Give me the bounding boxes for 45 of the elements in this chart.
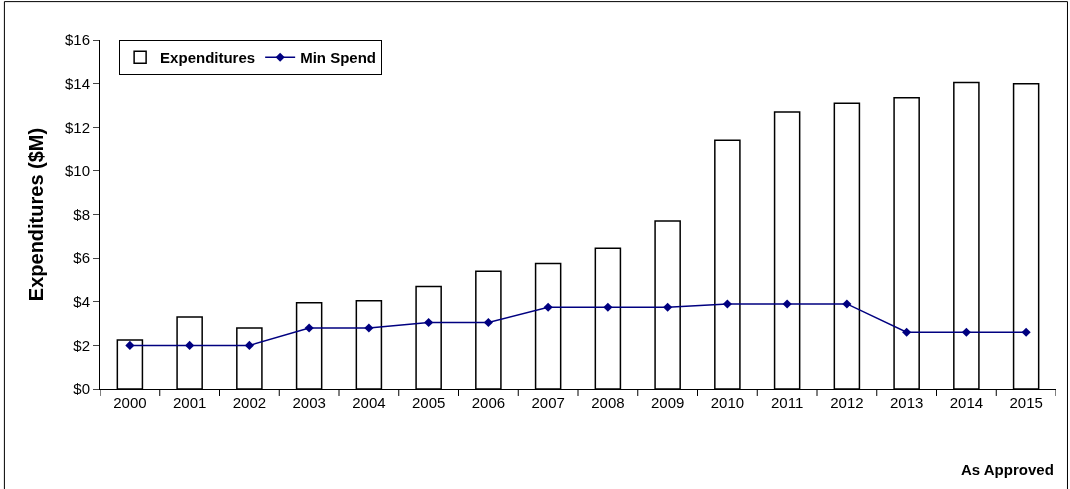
point [125,340,135,350]
point [424,317,434,328]
x-tick-label: 2009 [650,394,685,411]
point [483,317,493,328]
x-tick-label: 2011 [771,394,804,411]
y-tick-label: $10 [64,162,90,180]
y-tick-label: $6 [73,249,90,267]
x-tick-label: 2002 [232,394,267,411]
x-tick-label: 2000 [113,394,147,411]
point [244,340,254,350]
point [902,327,912,337]
x-tick-label: 2006 [471,394,506,411]
point [185,340,195,350]
y-tick-label: $0 [73,380,90,398]
y-tick-label: $8 [73,205,90,223]
point [543,302,553,312]
x-tick-label: 2014 [949,394,984,411]
y-tick-label: $16 [64,31,90,49]
point [961,327,971,337]
x-tick-label: 2013 [889,394,924,411]
legend-label: Expenditures [160,49,256,67]
point [782,299,792,309]
x-tick-label: 2008 [591,394,625,411]
y-tick-label: $2 [73,336,90,354]
point [1021,327,1031,337]
point [364,323,374,333]
y-tick-label: $4 [73,293,90,310]
text: As Approved [961,461,1054,478]
point [304,323,314,333]
point [663,302,673,312]
point [603,302,613,312]
x-tick-label: 2015 [1009,394,1043,411]
x-tick-label: 2004 [352,394,386,411]
y-axis-title: Expenditures ($M) [25,127,48,302]
point [842,299,852,309]
y-tick-label: $12 [64,118,90,136]
point [722,299,732,309]
x-tick-label: 2007 [531,394,565,411]
y-tick-label: $14 [64,74,90,92]
x-tick-label: 2010 [710,394,745,411]
x-tick-label: 2012 [830,394,864,411]
x-tick-label: 2001 [172,394,207,411]
x-tick-label: 2003 [292,394,326,411]
legend-label: Min Spend [300,49,376,67]
x-tick-label: 2005 [411,394,446,411]
